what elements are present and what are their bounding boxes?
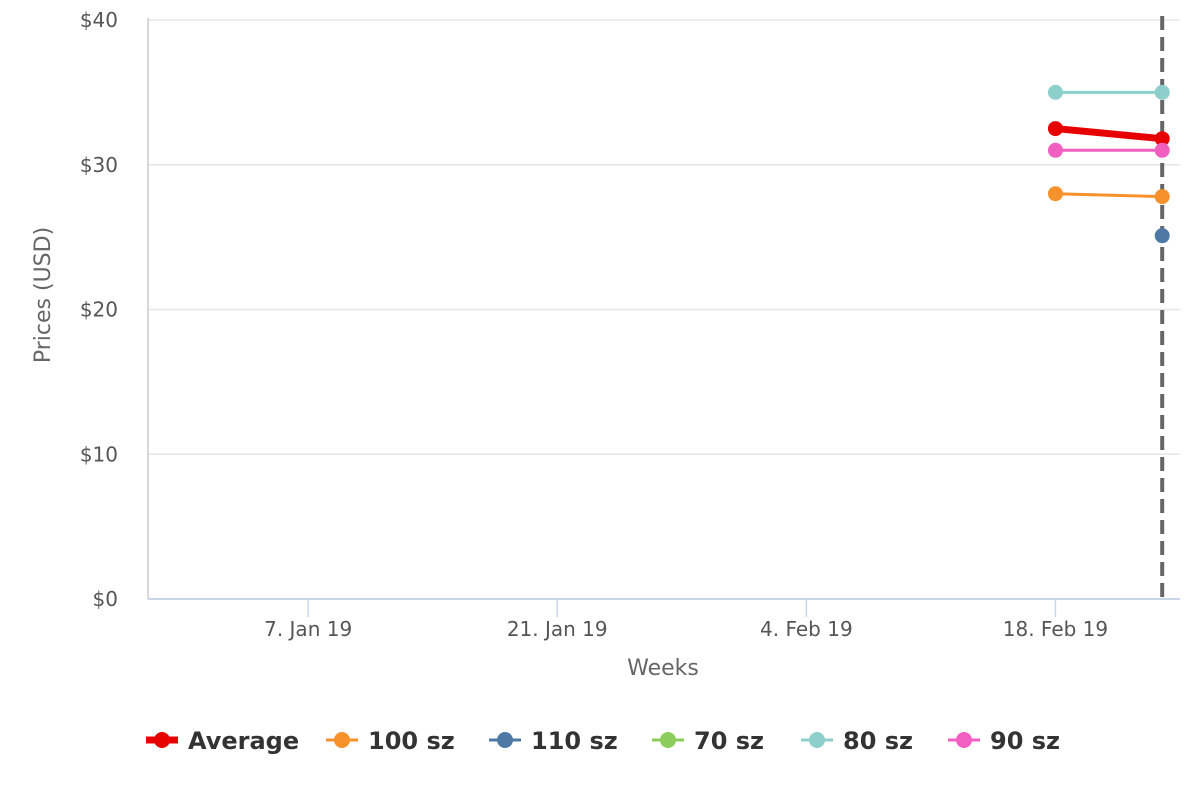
legend-label: 110 sz	[531, 727, 618, 755]
x-tick-label: 21. Jan 19	[507, 617, 608, 641]
legend-item[interactable]: 70 sz	[652, 727, 764, 755]
x-axis-title: Weeks	[627, 656, 699, 681]
data-point	[1047, 142, 1063, 158]
data-point	[1154, 84, 1170, 100]
y-tick-label: $10	[80, 442, 118, 466]
series-110-sz	[1154, 228, 1170, 244]
legend-item[interactable]: 100 sz	[326, 727, 455, 755]
legend-symbol-marker	[809, 732, 825, 748]
series-line	[1051, 125, 1166, 143]
legend-symbol-marker	[497, 732, 513, 748]
data-point	[1047, 186, 1063, 202]
y-tick-label: $20	[80, 298, 118, 322]
data-point	[1154, 142, 1170, 158]
legend: Average 100 sz 110 sz 70 sz 80 sz 90 sz	[146, 727, 1060, 755]
data-point	[1154, 189, 1170, 205]
legend-symbol-marker	[334, 732, 350, 748]
legend-item[interactable]: Average	[146, 727, 299, 755]
legend-label: 100 sz	[368, 727, 455, 755]
legend-item[interactable]: 110 sz	[489, 727, 618, 755]
data-point	[1154, 228, 1170, 244]
y-axis-title: Prices (USD)	[31, 227, 56, 363]
series-average	[1047, 121, 1170, 147]
legend-item[interactable]: 80 sz	[801, 727, 913, 755]
y-tick-label: $30	[80, 153, 118, 177]
legend-item[interactable]: 90 sz	[948, 727, 1060, 755]
data-point	[1154, 131, 1170, 147]
legend-label: Average	[188, 727, 299, 755]
x-tick-label: 4. Feb 19	[760, 617, 853, 641]
series-90-sz	[1047, 142, 1170, 158]
grid-lines	[148, 19, 1180, 455]
x-tick-label: 18. Feb 19	[1003, 617, 1108, 641]
y-tick-label: $40	[80, 8, 118, 32]
series-plot	[1047, 16, 1170, 599]
legend-label: 90 sz	[990, 727, 1060, 755]
data-point	[1047, 84, 1063, 100]
series-80-sz	[1047, 84, 1170, 100]
legend-label: 70 sz	[694, 727, 764, 755]
y-tick-label: $0	[93, 587, 118, 611]
legend-symbol-marker	[956, 732, 972, 748]
series-100-sz	[1047, 186, 1170, 205]
series-line	[1053, 192, 1164, 199]
legend-symbol-marker	[154, 732, 170, 748]
x-tick-label: 7. Jan 19	[264, 617, 352, 641]
legend-label: 80 sz	[843, 727, 913, 755]
axes: $0 $10 $20 $30 $40 7. Jan 19 21. Jan 19 4. Feb …	[80, 8, 1180, 641]
legend-symbol-marker	[660, 732, 676, 748]
data-point	[1047, 121, 1063, 137]
